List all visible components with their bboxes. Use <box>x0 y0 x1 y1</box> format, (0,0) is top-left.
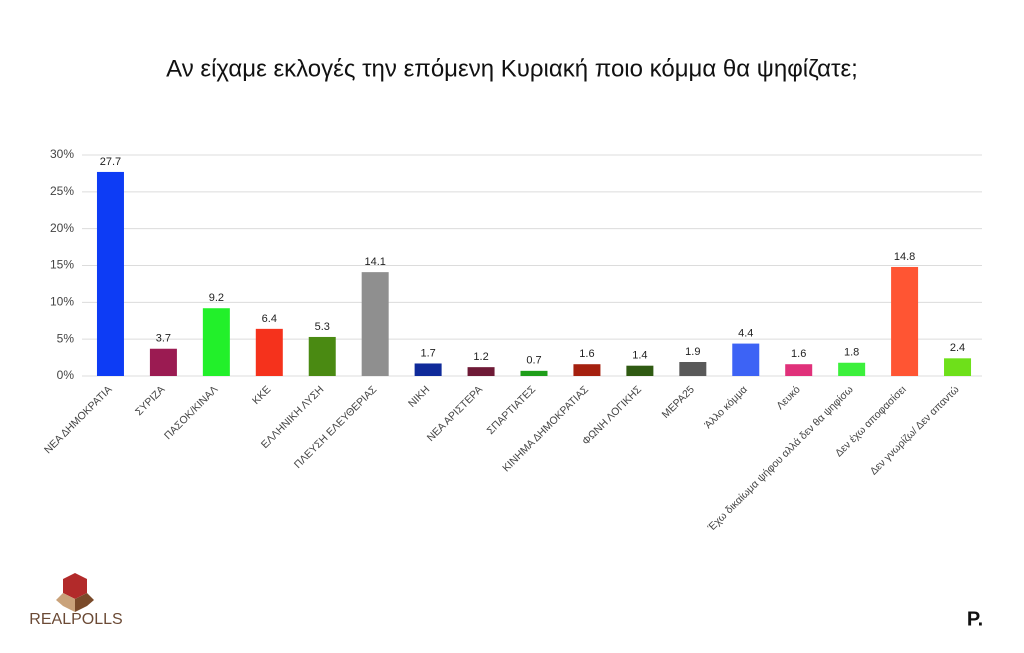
data-label: 1.2 <box>473 351 488 363</box>
bar <box>785 364 813 376</box>
bar <box>520 370 548 376</box>
logo-text: REALPOLLS <box>29 611 122 628</box>
x-tick-label: ΝΙΚΗ <box>406 384 432 410</box>
data-label: 2.4 <box>950 342 965 354</box>
data-label: 5.3 <box>315 321 330 333</box>
left-logo: REALPOLLS <box>29 573 123 628</box>
x-tick-label: ΜΕΡΑ25 <box>660 383 697 420</box>
bar <box>96 171 124 376</box>
bar <box>414 363 442 376</box>
logo-text: P. <box>967 608 983 630</box>
data-label: 1.6 <box>791 348 806 360</box>
data-label: 0.7 <box>526 355 541 367</box>
bar <box>732 343 760 376</box>
y-tick-label: 20% <box>50 221 74 235</box>
x-tick-label: ΠΑΣΟΚ/ΚΙΝΑΛ <box>162 384 220 442</box>
y-tick-label: 25% <box>50 184 74 198</box>
x-tick-label: Άλλο κόμμα <box>702 384 750 432</box>
bar <box>255 328 283 376</box>
x-tick-label: Λευκό <box>774 383 803 412</box>
logo-shape <box>56 593 75 612</box>
x-tick-label: ΝΕΑ ΔΗΜΟΚΡΑΤΙΑ <box>42 384 115 457</box>
x-tick-label: ΝΕΑ ΑΡΙΣΤΕΡΑ <box>425 384 485 444</box>
bar <box>202 308 230 376</box>
data-label: 1.6 <box>579 348 594 360</box>
data-label: 9.2 <box>209 292 224 304</box>
y-tick-label: 15% <box>50 258 74 272</box>
bar <box>944 358 972 376</box>
data-label: 1.8 <box>844 347 859 359</box>
bar <box>679 362 707 376</box>
logo-shape <box>75 593 94 612</box>
data-label: 1.7 <box>420 347 435 359</box>
chart-title: Αν είχαμε εκλογές την επόμενη Κυριακή πο… <box>166 55 858 82</box>
data-label: 27.7 <box>100 156 121 168</box>
x-tick-label: Δεν γνωρίζω/ Δεν απαντώ <box>868 384 962 478</box>
data-label: 6.4 <box>262 313 277 325</box>
bar <box>838 362 866 376</box>
data-label: 14.8 <box>894 251 915 263</box>
x-tick-label: ΣΠΑΡΤΙΑΤΕΣ <box>485 383 539 437</box>
y-tick-label: 10% <box>50 295 74 309</box>
data-label: 1.9 <box>685 346 700 358</box>
x-tick-label: ΚΙΝΗΜΑ ΔΗΜΟΚΡΑΤΙΑΣ <box>500 383 591 474</box>
logo-shape <box>63 573 87 599</box>
bar <box>149 348 177 376</box>
bar <box>467 367 495 376</box>
x-tick-label: ΚΚΕ <box>250 384 273 407</box>
y-tick-label: 5% <box>57 331 75 345</box>
data-label: 4.4 <box>738 327 753 339</box>
bar <box>308 336 336 376</box>
bar <box>626 365 654 376</box>
data-label: 3.7 <box>156 333 171 345</box>
y-tick-label: 0% <box>57 368 75 382</box>
bar <box>573 364 601 376</box>
data-label: 14.1 <box>364 256 385 268</box>
y-tick-label: 30% <box>50 147 74 161</box>
bar <box>891 266 919 376</box>
x-tick-label: ΣΥΡΙΖΑ <box>133 384 168 419</box>
bar <box>361 272 389 376</box>
data-label: 1.4 <box>632 350 647 362</box>
